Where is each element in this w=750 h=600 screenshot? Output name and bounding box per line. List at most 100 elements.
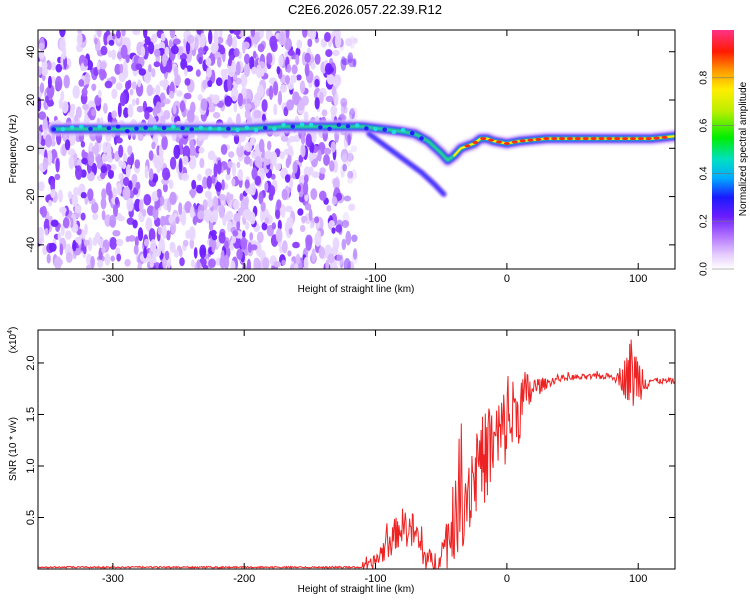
snr-x-axis-label: Height of straight line (km) [298, 584, 415, 595]
spectrogram-cell [276, 199, 282, 210]
spectrogram-cell [72, 85, 80, 99]
colorbar-label: Normalized spectral amplitude [738, 81, 749, 216]
spectrogram-cell [131, 173, 138, 184]
spectrogram-cell [185, 40, 191, 55]
spectrogram-cell [340, 101, 345, 117]
spectrogram-cell [232, 73, 238, 81]
spectrogram-y-tick-label: 0 [25, 145, 37, 151]
spectrogram-ridge-blob [88, 126, 93, 131]
spectrogram-cell [251, 167, 258, 180]
spectrogram-cell [77, 187, 82, 196]
spectrogram-cell [242, 98, 247, 105]
spectrogram-cell [58, 189, 63, 203]
spectrogram-cell [104, 253, 111, 266]
spectrogram-cell [254, 31, 262, 43]
spectrogram-cell [342, 163, 348, 172]
spectrogram-cell [64, 230, 72, 240]
spectrogram-peak-blob [472, 141, 479, 144]
spectrogram-cell [336, 251, 344, 266]
spectrogram-cell [64, 139, 71, 151]
spectrogram-cell [103, 102, 108, 114]
spectrogram-ridge-blob [235, 127, 240, 132]
spectrogram-cell [210, 175, 216, 184]
spectrogram-peak-blob [574, 137, 581, 141]
spectrogram-cell [145, 253, 152, 263]
spectrogram-cell [54, 173, 61, 181]
spectrogram-ridge-blob [364, 126, 369, 131]
spectrogram-ridge-layer [47, 120, 675, 198]
spectrogram-cell [83, 239, 90, 246]
spectrogram-cell [55, 258, 63, 266]
spectrogram-cell [118, 173, 123, 180]
spectrogram-cell [190, 42, 195, 51]
colorbar-tick-label: 0.0 [699, 262, 710, 276]
spectrogram-cell [145, 217, 153, 233]
spectrogram-cell [330, 105, 338, 115]
spectrogram-cell [332, 264, 339, 269]
spectrogram-frame [37, 29, 676, 270]
spectrogram-cell [340, 170, 346, 178]
spectrogram-cell [179, 53, 187, 61]
spectrogram-cell [314, 97, 320, 110]
spectrogram-cell [223, 254, 230, 269]
spectrogram-peak-blob [645, 137, 652, 141]
spectrogram-cell [67, 148, 76, 156]
spectrogram-cell [136, 105, 144, 113]
spectrogram-cell [184, 67, 188, 77]
spectrogram-cell [75, 165, 83, 180]
spectrogram-cell [325, 259, 330, 269]
spectrogram-ridge-blob [253, 127, 259, 133]
spectrogram-cell [97, 89, 102, 98]
spectrogram-cell [38, 50, 45, 60]
spectrogram-cell [297, 184, 301, 193]
spectrogram-cell [309, 222, 314, 229]
snr-x-tick-label: 100 [629, 573, 647, 585]
spectrogram-cell [43, 218, 50, 232]
spectrogram-cell [120, 44, 128, 59]
spectrogram-cell [110, 255, 115, 262]
colorbar-tick-label: 0.8 [699, 70, 710, 84]
spectrogram-cell [262, 257, 270, 269]
spectrogram-cell [206, 175, 212, 189]
spectrogram-cell [196, 30, 202, 35]
spectrogram-cell [230, 260, 236, 269]
spectrogram-cell [208, 105, 216, 113]
spectrogram-cell [196, 259, 201, 269]
spectrogram-cell [169, 30, 176, 39]
spectrogram-cell [178, 214, 184, 222]
spectrogram-cell [240, 236, 248, 250]
spectrogram-cell [96, 60, 101, 70]
spectrogram-cell [281, 259, 286, 266]
spectrogram-branch-band [367, 132, 446, 196]
spectrogram-cell [247, 242, 252, 253]
spectrogram-cell [318, 246, 325, 259]
spectrogram-cell [151, 141, 156, 150]
spectrogram-cell [304, 193, 309, 202]
spectrogram-ridge-blob [115, 124, 121, 129]
spectrogram-cell [198, 56, 203, 65]
snr-frame [37, 329, 676, 570]
spectrogram-x-tick-label: -100 [365, 273, 387, 285]
spectrogram-cell [221, 179, 225, 191]
spectrogram-cell [217, 57, 222, 68]
spectrogram-cell [340, 56, 347, 71]
spectrogram-cell [80, 192, 87, 199]
spectrogram-cell [350, 145, 358, 153]
spectrogram-cell [343, 258, 351, 269]
spectrogram-ridge-blob [299, 122, 305, 127]
colorbar-tick-label: 0.6 [699, 118, 710, 132]
spectrogram-ridge-blob [198, 125, 204, 130]
spectrogram-cell [111, 49, 116, 60]
spectrogram-peak-blob [511, 140, 518, 144]
spectrogram-cell [303, 181, 309, 196]
spectrogram-cell [82, 103, 89, 111]
snr-y-tick-label: 0.5 [25, 510, 37, 525]
spectrogram-cell [169, 156, 177, 170]
spectrogram-cell [115, 137, 123, 144]
spectrogram-cell [215, 257, 221, 266]
spectrogram-cell [207, 150, 216, 161]
spectrogram-cell [48, 242, 57, 252]
spectrogram-peak-blob [503, 142, 510, 145]
spectrogram-ridge-blob [51, 127, 57, 132]
